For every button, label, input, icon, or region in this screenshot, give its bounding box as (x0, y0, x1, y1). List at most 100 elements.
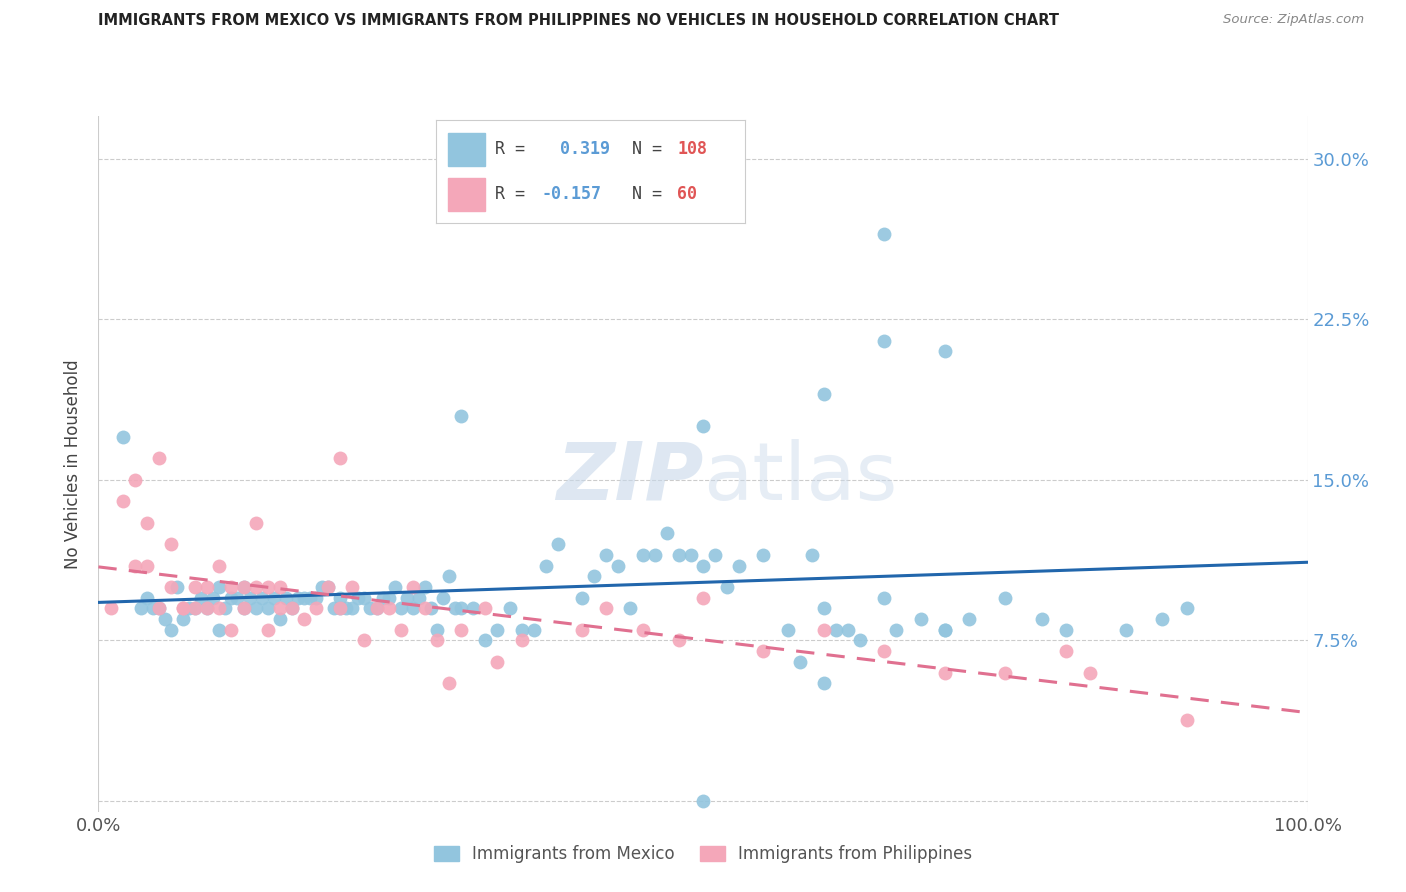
Point (595, 548, 617, 562)
Point (135, 558, 157, 573)
Point (281, 601, 304, 615)
Point (1152, 612, 1174, 626)
Point (245, 516, 267, 530)
Point (813, 601, 835, 615)
Point (190, 591, 212, 605)
Point (142, 601, 165, 615)
Point (837, 623, 859, 637)
Point (571, 591, 593, 605)
Point (408, 591, 430, 605)
Point (299, 591, 322, 605)
Point (360, 601, 382, 615)
Point (934, 623, 956, 637)
Point (172, 612, 194, 626)
Point (426, 623, 449, 637)
Point (256, 623, 278, 637)
Point (395, 591, 418, 605)
Point (583, 569, 606, 583)
Point (245, 601, 267, 615)
Point (752, 644, 775, 658)
Point (534, 558, 557, 573)
Point (292, 591, 315, 605)
Point (813, 623, 835, 637)
Point (692, 558, 714, 573)
Point (1054, 623, 1077, 637)
Point (232, 601, 254, 615)
Point (631, 548, 654, 562)
Text: IMMIGRANTS FROM MEXICO VS IMMIGRANTS FROM PHILIPPINES NO VEHICLES IN HOUSEHOLD C: IMMIGRANTS FROM MEXICO VS IMMIGRANTS FRO… (98, 13, 1059, 29)
Point (329, 451, 352, 466)
Point (208, 558, 231, 573)
Point (377, 591, 399, 605)
Point (1078, 665, 1101, 680)
Point (510, 633, 533, 648)
Point (172, 601, 194, 615)
Point (886, 623, 908, 637)
Point (825, 623, 848, 637)
Point (692, 794, 714, 808)
Point (849, 633, 872, 648)
Point (437, 676, 460, 690)
Point (353, 633, 375, 648)
Point (221, 591, 243, 605)
Point (437, 569, 460, 583)
Point (450, 601, 472, 615)
Y-axis label: No Vehicles in Household: No Vehicles in Household (65, 359, 83, 569)
Text: N =: N = (612, 186, 672, 203)
Point (100, 601, 122, 615)
Point (250, 591, 273, 605)
Point (287, 591, 309, 605)
Point (426, 633, 449, 648)
Text: R =: R = (495, 186, 534, 203)
Point (269, 612, 291, 626)
Point (607, 558, 630, 573)
Point (432, 591, 454, 605)
Point (800, 548, 823, 562)
Point (160, 537, 183, 551)
Point (305, 591, 328, 605)
Text: 108: 108 (678, 140, 707, 158)
Point (323, 601, 346, 615)
Text: R =: R = (495, 140, 534, 158)
Point (316, 580, 339, 594)
Point (873, 334, 896, 348)
Point (1175, 601, 1198, 615)
Point (450, 623, 472, 637)
Point (994, 665, 1017, 680)
Legend: Immigrants from Mexico, Immigrants from Philippines: Immigrants from Mexico, Immigrants from … (427, 838, 979, 870)
Bar (449, 133, 485, 166)
Point (160, 580, 183, 594)
Point (160, 623, 183, 637)
Point (450, 409, 472, 423)
Point (498, 601, 520, 615)
Text: atlas: atlas (703, 439, 897, 516)
Point (166, 580, 188, 594)
Point (692, 591, 714, 605)
Point (873, 591, 896, 605)
Point (789, 655, 811, 669)
Point (486, 623, 509, 637)
Point (184, 601, 207, 615)
Point (202, 591, 225, 605)
Point (1054, 644, 1077, 658)
Point (668, 548, 690, 562)
Point (873, 644, 896, 658)
Point (129, 601, 152, 615)
Point (371, 591, 394, 605)
Point (679, 548, 702, 562)
Point (366, 601, 388, 615)
Point (1175, 713, 1198, 727)
Point (342, 601, 364, 615)
Point (571, 623, 593, 637)
Text: 60: 60 (678, 186, 697, 203)
Point (329, 591, 352, 605)
Point (256, 601, 278, 615)
Point (934, 623, 956, 637)
Point (389, 623, 412, 637)
Point (1031, 612, 1053, 626)
Point (316, 580, 339, 594)
Point (232, 601, 254, 615)
Point (172, 601, 194, 615)
Point (728, 558, 751, 573)
Point (124, 473, 146, 487)
